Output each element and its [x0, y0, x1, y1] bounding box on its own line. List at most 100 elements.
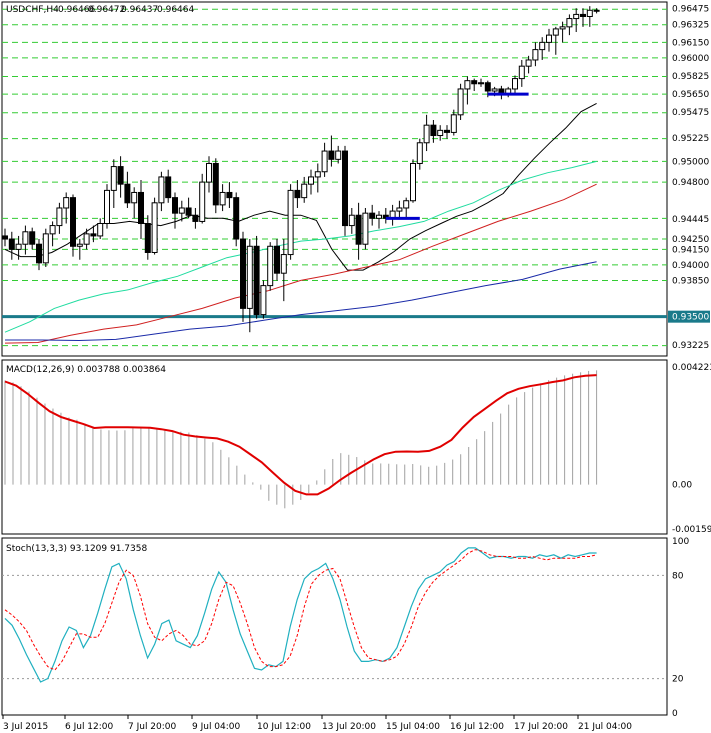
candle-body	[246, 245, 253, 309]
price-tick-label: 0.95825	[672, 72, 709, 82]
price-panel: 0.96475 0.96325 0.96150 0.96000 0.95825 0.956…	[1, 1, 710, 357]
candle-body	[287, 189, 294, 256]
candle-body	[376, 214, 382, 219]
candle-body	[104, 189, 110, 225]
candle-body	[36, 243, 42, 264]
stoch-tick-label: 20	[672, 675, 684, 685]
candle-body	[110, 166, 117, 191]
macd-tick-label: 0.004223	[672, 363, 711, 373]
moving-average-line	[4, 102, 597, 271]
candle-body	[314, 171, 321, 178]
price-tick-label: 0.94800	[672, 178, 709, 188]
price-tick-label: 0.93850	[672, 276, 709, 286]
price-tick-label: 0.94445	[672, 215, 709, 225]
stoch-panel: 100 80 20 0 Stoch(13,3,3) 93.1209 91.7358	[1, 537, 689, 719]
candle-body	[294, 189, 301, 199]
ohlc-value: 0.96464	[157, 5, 194, 15]
candle-body	[63, 197, 70, 209]
macd-histogram	[4, 370, 598, 509]
candle-body	[172, 197, 178, 214]
price-tick-label: 0.95475	[672, 108, 709, 118]
candle-body	[301, 183, 308, 199]
candle-body	[76, 243, 83, 247]
candle-body	[49, 225, 56, 235]
candle-body	[253, 245, 260, 316]
candle-body	[151, 202, 158, 253]
candle-body	[15, 243, 22, 250]
support-level-tag	[668, 310, 710, 323]
time-tick-label: 6 Jul 12:00	[65, 722, 114, 732]
candle-body	[260, 285, 267, 316]
ohlc-value: 0.96472	[88, 5, 125, 15]
support-level-label: 0.93500	[672, 313, 709, 323]
candle-body	[83, 233, 90, 245]
candle-body	[2, 235, 8, 240]
candle-body	[226, 191, 233, 199]
candle-body	[90, 233, 97, 237]
macd-panel: 0.004223 0.00 -0.001599 MACD(12,26,9) 0.00…	[1, 359, 711, 535]
stoch-tick-label: 100	[672, 537, 689, 547]
candle-body	[280, 254, 287, 274]
candle-body	[131, 191, 138, 204]
candle-body	[512, 78, 518, 90]
candle-body	[199, 181, 206, 222]
candle-body	[491, 88, 498, 92]
candle-body	[532, 49, 539, 61]
time-tick-label: 15 Jul 04:00	[386, 722, 440, 732]
candle-body	[518, 65, 525, 80]
price-tick-label: 0.93225	[672, 341, 709, 351]
candle-body	[430, 124, 437, 137]
time-tick-label: 21 Jul 04:00	[578, 722, 632, 732]
candle-body	[444, 129, 450, 133]
candle-body	[206, 162, 212, 183]
time-tick-label: 3 Jul 2015	[3, 722, 48, 732]
candles	[2, 6, 600, 333]
price-tick-label: 0.95000	[672, 157, 709, 167]
price-tick-label: 0.96475	[672, 5, 709, 15]
candle-body	[185, 207, 192, 216]
stoch-tick-label: 0	[672, 709, 678, 719]
candle-body	[586, 9, 593, 17]
candle-body	[396, 207, 403, 212]
candle-body	[56, 207, 63, 227]
moving-averages	[4, 102, 597, 344]
price-tick-label: 0.95225	[672, 134, 709, 144]
price-panel-frame	[1, 1, 668, 357]
candle-body	[546, 34, 552, 43]
stoch-main-line	[4, 547, 597, 683]
time-tick-label: 7 Jul 20:00	[128, 722, 177, 732]
candle-body	[8, 238, 15, 250]
candle-body	[158, 176, 165, 204]
candle-body	[178, 207, 185, 214]
candle-body	[267, 245, 274, 287]
macd-tick-label: -0.001599	[672, 525, 711, 535]
candle-body	[342, 150, 348, 227]
macd-tick-labels: 0.004223 0.00 -0.001599	[672, 363, 711, 535]
candle-body	[416, 142, 423, 164]
candle-body	[29, 231, 36, 245]
candle-body	[117, 166, 124, 185]
candle-body	[552, 28, 559, 36]
time-tick-label: 16 Jul 12:00	[450, 722, 504, 732]
stoch-lines	[4, 547, 597, 683]
price-panel-title: USDCHF,H4	[6, 5, 59, 15]
stoch-panel-title: Stoch(13,3,3) 93.1209 91.7358	[6, 544, 147, 554]
candle-body	[559, 26, 566, 30]
macd-tick-label: 0.00	[672, 481, 692, 491]
candle-body	[437, 129, 444, 137]
moving-average-line	[4, 183, 597, 344]
stoch-signal-line	[4, 549, 597, 671]
candle-body	[97, 223, 104, 237]
candle-body	[525, 59, 532, 67]
candle-body	[457, 88, 464, 116]
candle-body	[233, 197, 240, 240]
candle-body	[478, 82, 484, 85]
moving-average-line	[4, 160, 597, 333]
candle-body	[464, 80, 471, 90]
candle-body	[308, 176, 314, 185]
candle-body	[410, 162, 416, 202]
ohlc-value: 0.96466	[58, 5, 95, 15]
time-tick-label: 9 Jul 04:00	[192, 722, 241, 732]
candle-body	[328, 150, 335, 160]
time-tick-label: 13 Jul 20:00	[322, 722, 376, 732]
